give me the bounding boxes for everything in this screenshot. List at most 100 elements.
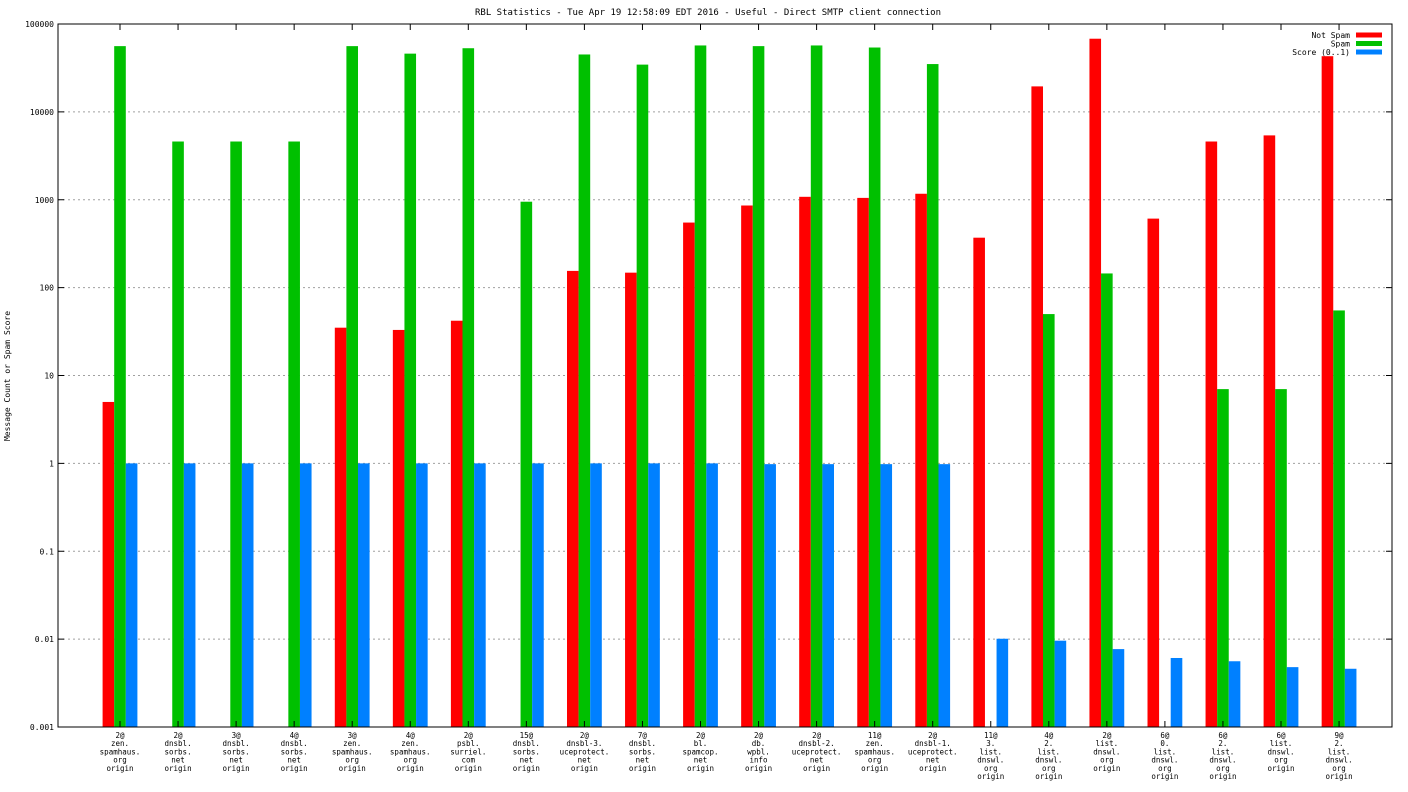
x-tick-label: 7@ dnsbl. sorbs. net origin [629,731,656,773]
x-tick-label: 4@ zen. spamhaus. org origin [390,731,431,773]
x-tick-label: 3@ dnsbl. sorbs. net origin [223,731,250,773]
bar-spam [172,141,184,728]
bar-spam [288,141,300,728]
y-axis-label: Message Count or Spam Score [3,311,12,441]
bar-spam [810,45,823,727]
x-tick-label: 4@ dnsbl. sorbs. net origin [281,731,308,773]
bar-not-spam [1147,218,1160,727]
bar-score-0-1 [358,463,370,727]
x-tick-label: 6@ 2. list. dnswl. org origin [1209,731,1236,781]
bar-score-0-1 [706,463,718,727]
bar-spam [1101,273,1113,727]
bar-score-0-1 [183,463,196,727]
bar-not-spam [392,329,405,727]
y-tick-label: 0.01 [35,635,54,644]
legend-swatch [1356,41,1382,46]
x-tick-label: 2@ psbl. surriel. com origin [450,731,486,773]
bar-score-0-1 [880,464,893,727]
bar-score-0-1 [299,463,312,727]
x-tick-label: 6@ 0. list. dnswl. org origin [1151,731,1178,781]
bar-score-0-1 [125,463,138,727]
x-tick-label: 15@ dnsbl. sorbs. net origin [513,731,540,773]
bar-not-spam [857,197,869,727]
legend-label: Spam [1331,40,1350,49]
bar-not-spam [1321,56,1334,727]
x-tick-label: 2@ bl. spamcop. net origin [682,731,718,773]
bar-spam [404,53,417,728]
bar-score-0-1 [1112,649,1125,727]
legend-label: Not Spam [1311,31,1350,40]
bar-spam [520,201,533,728]
legend-label: Score (0..1) [1292,48,1350,57]
bar-score-0-1 [938,464,951,727]
bar-score-0-1 [996,638,1009,727]
bar-score-0-1 [648,463,660,727]
bar-layer [102,38,1357,728]
y-tick-label: 10 [44,372,54,381]
bar-score-0-1 [241,463,254,727]
bar-score-0-1 [416,463,428,727]
bar-spam [462,48,475,728]
x-tick-label: 11@ 3. list. dnswl. org origin [977,731,1004,781]
bar-not-spam [625,272,637,727]
legend-swatch [1356,32,1382,38]
bar-not-spam [567,270,579,727]
x-tick-label: 9@ 2. list. dnswl. org origin [1326,731,1353,781]
plot-frame [57,23,1393,728]
x-tick-label: 2@ dnsbl-1. uceprotect. net origin [908,731,958,773]
y-tick-label: 100 [40,284,55,293]
bar-score-0-1 [532,463,544,727]
bar-spam [1275,389,1287,727]
legend-swatch [1356,49,1382,55]
bar-score-0-1 [474,463,486,727]
bar-spam [868,47,881,728]
bar-score-0-1 [822,464,834,727]
bar-score-0-1 [1344,668,1357,727]
x-tick-label: 2@ zen. spamhaus. org origin [100,731,141,773]
bar-score-0-1 [1170,657,1183,727]
y-tick-label: 0.1 [40,547,55,556]
x-tick-label: 2@ dnsbl. sorbs. net origin [165,731,192,773]
bar-not-spam [973,237,985,727]
bar-spam [694,45,707,727]
y-tick-label: 1000 [35,196,54,205]
bar-score-0-1 [1054,640,1067,727]
grid-lines [58,111,1392,640]
bar-not-spam [1089,38,1102,728]
y-tick-label: 10000 [30,108,54,117]
bar-spam [578,54,591,728]
x-tick-label: 2@ list. dnswl. org origin [1093,731,1120,773]
x-tick-label: 3@ zen. spamhaus. org origin [332,731,373,773]
bar-score-0-1 [590,463,602,727]
y-tick-label: 1 [49,459,54,468]
bar-spam [114,46,126,727]
bar-spam [1333,310,1345,727]
chart-title: RBL Statistics - Tue Apr 19 12:58:09 EDT… [475,8,941,18]
x-tick-label: 11@ zen. spamhaus. org origin [854,731,895,773]
bar-not-spam [799,196,811,728]
bar-score-0-1 [1286,667,1299,727]
bar-not-spam [1205,141,1218,728]
bar-score-0-1 [1228,661,1241,727]
x-tick-label: 2@ dnsbl-3. uceprotect. net origin [560,731,610,773]
bar-spam [636,64,649,728]
bar-not-spam [741,205,753,727]
bar-spam [1217,389,1229,727]
bar-spam [752,46,765,727]
x-tick-label: 2@ dnsbl-2. uceprotect. net origin [792,731,842,773]
bar-spam [346,46,358,727]
x-tick-label: 6@ list. dnswl. org origin [1267,731,1294,773]
bar-spam [230,141,242,728]
bar-spam [926,64,939,728]
y-axis-ticks: 0.001 0.01 0.1 1 10 100 1000 10000 100000 [25,20,1392,732]
y-tick-label: 100000 [25,20,54,29]
x-axis-ticks: 2@ zen. spamhaus. org origin 2@ dnsbl. sorbs. ne… [100,24,1353,781]
bar-not-spam [1263,135,1276,728]
bar-score-0-1 [764,464,776,727]
bar-not-spam [334,327,347,727]
x-tick-label: 4@ 2. list. dnswl. org origin [1035,731,1062,781]
bar-spam [1043,314,1055,727]
bar-not-spam [1031,86,1043,728]
